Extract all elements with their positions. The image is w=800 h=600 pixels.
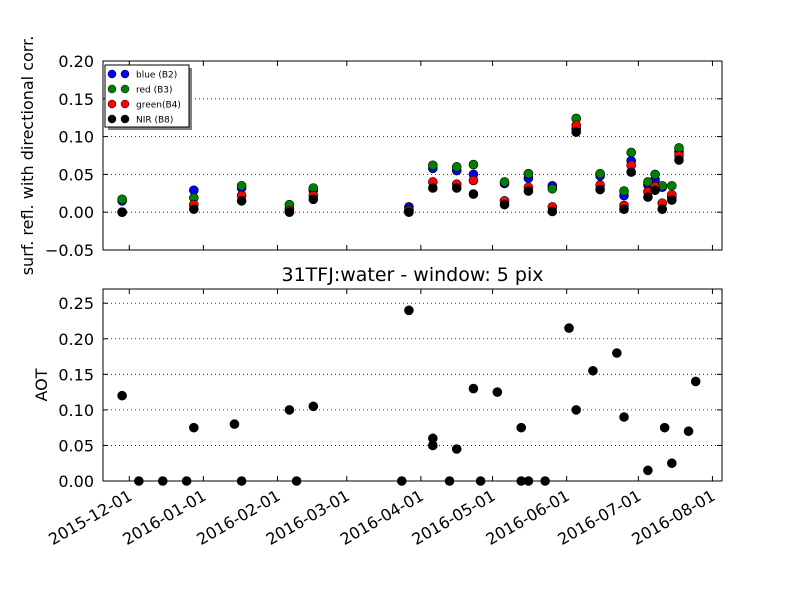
legend-box: [104, 64, 190, 128]
point-red: [236, 180, 247, 191]
legend-marker: [120, 69, 130, 79]
point-aot: [229, 419, 240, 429]
legend-marker: [107, 99, 117, 109]
chart-title: 31TFJ:water - window: 5 pix: [282, 264, 544, 286]
legend-marker: [120, 84, 130, 94]
legend-marker: [120, 99, 130, 109]
point-nir: [189, 204, 199, 214]
point-aot: [612, 348, 622, 358]
point-red: [523, 168, 534, 179]
point-aot: [404, 305, 414, 316]
point-nir: [284, 207, 295, 217]
point-green: [468, 175, 479, 186]
point-aot: [492, 387, 503, 397]
point-nir: [650, 185, 660, 196]
legend-label: red (B3): [136, 86, 173, 96]
y-tick-label: 0.25: [58, 294, 94, 313]
point-aot: [428, 440, 438, 451]
point-nir: [547, 206, 558, 217]
point-nir: [468, 189, 479, 199]
point-aot: [619, 412, 629, 422]
point-nir: [451, 183, 462, 193]
y-tick-label: 0.05: [58, 165, 94, 184]
point-aot: [308, 401, 319, 412]
y-axis-label: AOT: [32, 368, 51, 401]
point-nir: [667, 195, 677, 205]
point-nir: [626, 167, 636, 177]
y-tick-label: 0.15: [58, 365, 94, 384]
point-nir: [657, 204, 668, 214]
y-tick-label: 0.00: [58, 203, 94, 222]
point-nir: [499, 199, 510, 210]
legend-marker: [107, 69, 117, 79]
point-nir: [236, 196, 247, 206]
point-red: [117, 194, 127, 205]
point-aot: [284, 405, 295, 415]
point-red: [499, 177, 510, 187]
point-red: [650, 169, 660, 180]
point-red: [626, 147, 636, 158]
point-red: [667, 180, 677, 191]
point-aot: [189, 422, 199, 433]
point-aot: [117, 390, 127, 401]
point-nir: [308, 194, 319, 205]
legend: blue (B2) red (B3) green(B4) NIR (B8): [104, 64, 192, 130]
point-nir: [523, 186, 534, 196]
point-aot: [690, 376, 701, 387]
legend-marker: [107, 84, 117, 94]
legend-marker: [120, 114, 130, 124]
y-axis-label: surf. refl. with directional corr.: [18, 36, 37, 276]
y-tick-label: 0.10: [58, 128, 94, 147]
point-aot: [643, 465, 653, 476]
y-tick-label: 0.20: [58, 330, 94, 349]
point-aot: [588, 365, 598, 376]
point-red: [451, 162, 462, 172]
axes-frame: [102, 60, 723, 251]
y-tick-label: 0.05: [58, 436, 94, 455]
point-nir: [595, 184, 605, 195]
point-nir: [571, 127, 582, 137]
point-nir: [643, 192, 653, 202]
legend-label: blue (B2): [136, 71, 177, 81]
point-red: [643, 177, 653, 187]
point-red: [468, 159, 479, 170]
legend-label: NIR (B8): [136, 116, 173, 126]
point-nir: [404, 207, 414, 217]
point-aot: [564, 323, 574, 333]
y-tick-label: 0.20: [58, 52, 94, 71]
point-nir: [117, 207, 127, 217]
point-nir: [428, 183, 438, 193]
y-tick-label: 0.10: [58, 401, 94, 420]
point-aot: [468, 383, 479, 394]
chart-panel-1: −0.05 0.00 0.05 0.10 0.15 0.20 surf. refl. wit…: [18, 36, 723, 276]
point-aot: [571, 405, 582, 415]
y-tick-label: 0.15: [58, 90, 94, 109]
point-aot: [451, 444, 462, 454]
legend-marker: [107, 114, 117, 124]
point-red: [428, 160, 438, 171]
point-nir: [674, 155, 684, 165]
point-red: [619, 186, 629, 196]
point-nir: [619, 204, 629, 214]
point-aot: [683, 426, 694, 437]
point-aot: [667, 458, 677, 469]
legend-label: green(B4): [136, 101, 181, 111]
point-aot: [659, 422, 670, 433]
point-aot: [516, 422, 527, 433]
point-red: [547, 183, 558, 194]
axes-frame: [102, 288, 723, 482]
point-red: [595, 168, 605, 179]
y-tick-label: −0.05: [45, 241, 94, 260]
y-tick-label: 0.00: [58, 472, 94, 491]
